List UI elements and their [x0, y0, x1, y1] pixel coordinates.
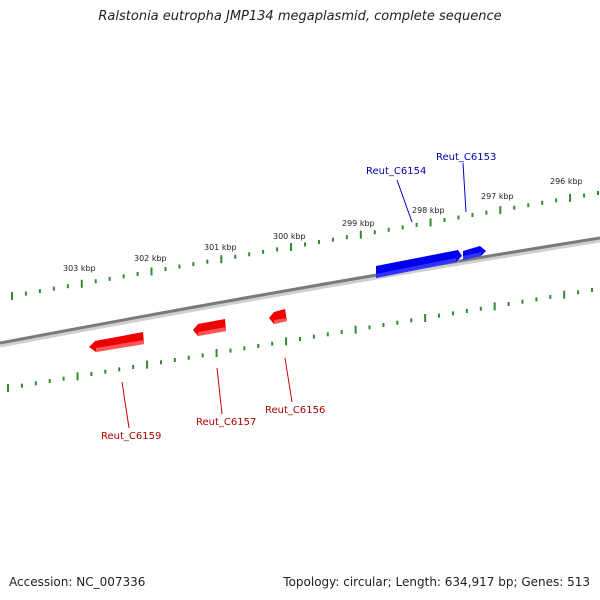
gene-label-Reut_C6154: Reut_C6154 [366, 166, 426, 177]
gene-Reut_C6154[interactable] [376, 250, 462, 278]
plasmid-backbone-shadow [0, 237, 600, 348]
gene-Reut_C6159[interactable] [89, 332, 144, 352]
outer-tick-track [11, 191, 599, 300]
scale-labels: 296 kbp 297 kbp 298 kbp 299 kbp 300 kbp 301 k… [63, 177, 583, 273]
inner-tick-track [7, 288, 593, 392]
callout-line-Reut_C6157 [216, 367, 223, 415]
plasmid-backbone [0, 236, 600, 345]
gene-label-Reut_C6153: Reut_C6153 [436, 152, 496, 163]
map-title: Ralstonia eutropha JMP134 megaplasmid, c… [98, 9, 502, 24]
topology-summary: Topology: circular; Length: 634,917 bp; … [283, 575, 590, 589]
accession-label: Accession: NC_007336 [9, 575, 146, 589]
scale-label: 303 kbp [63, 264, 96, 273]
scale-label: 301 kbp [204, 243, 237, 252]
gene-label-Reut_C6156: Reut_C6156 [265, 405, 325, 416]
scale-label: 298 kbp [412, 206, 445, 215]
scale-label: 300 kbp [273, 232, 306, 241]
gene-Reut_C6156[interactable] [269, 309, 287, 324]
scale-label: 302 kbp [134, 254, 167, 263]
scale-label: 299 kbp [342, 219, 375, 228]
callout-line-Reut_C6159 [121, 381, 130, 429]
scale-label: 297 kbp [481, 192, 514, 201]
callout-line-Reut_C6156 [284, 357, 293, 403]
scale-label: 296 kbp [550, 177, 583, 186]
gene-label-Reut_C6157: Reut_C6157 [196, 417, 256, 428]
gene-label-Reut_C6159: Reut_C6159 [101, 431, 161, 442]
gene-Reut_C6157[interactable] [193, 319, 226, 336]
callout-line-Reut_C6153 [462, 162, 467, 213]
callout-line-Reut_C6154 [396, 179, 413, 223]
gene-Reut_C6153[interactable] [463, 246, 486, 260]
